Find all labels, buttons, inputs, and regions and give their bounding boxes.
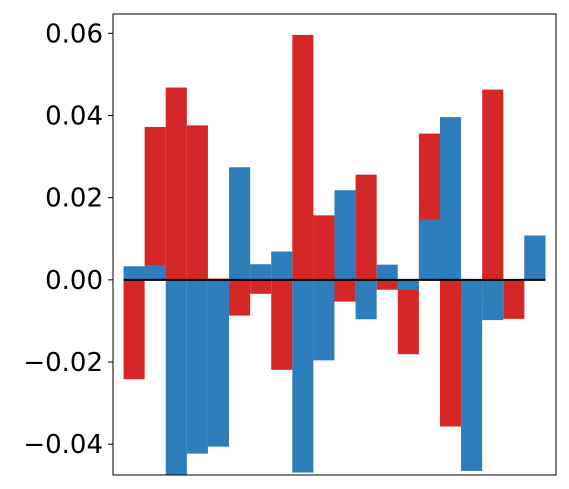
bar-series-1-18 (503, 279, 525, 319)
y-tick-label: −0.04 (23, 430, 103, 460)
bar-series-2-8 (292, 279, 314, 473)
bar-series-1-1 (144, 126, 166, 280)
bar-series-1-17 (482, 89, 504, 280)
bar-series-2-15 (439, 117, 462, 280)
bars-group (123, 34, 546, 475)
y-tick-label: −0.02 (23, 348, 103, 378)
bar-series-1-8 (292, 34, 314, 280)
bar-series-1-9 (313, 215, 335, 280)
axes-frame (112, 13, 557, 476)
bar-series-2-4 (207, 279, 230, 447)
bar-series-2-3 (186, 279, 208, 454)
bar-series-1-7 (271, 279, 293, 370)
y-axis-ticks: −0.04 −0.02 0.00 0.02 0.04 0.06 (23, 19, 113, 460)
y-tick-label: 0.02 (45, 184, 103, 214)
y-tick-label: 0.00 (45, 266, 103, 296)
bar-series-2-9 (313, 279, 335, 361)
bar-series-2-19 (524, 235, 546, 280)
bar-series-2-5 (229, 167, 251, 280)
bar-series-1-3 (186, 125, 208, 280)
bar-series-2-17 (482, 279, 504, 321)
bar-series-1-10 (334, 279, 356, 302)
bar-series-1-11 (355, 174, 377, 280)
bar-series-2-1 (144, 265, 166, 280)
bar-series-1-5 (229, 279, 251, 316)
bar-series-2-16 (461, 279, 483, 471)
bar-series-2-14 (418, 219, 440, 280)
y-tick-label: 0.04 (45, 101, 103, 131)
bar-series-2-13 (397, 279, 419, 290)
bar-series-1-2 (165, 87, 187, 280)
bar-series-2-2 (165, 279, 187, 475)
bar-series-1-13 (397, 279, 419, 355)
bar-series-2-11 (355, 279, 377, 320)
bar-series-1-6 (250, 279, 272, 294)
bar-series-1-15 (439, 279, 462, 427)
bar-series-2-7 (271, 251, 293, 280)
bar-series-2-10 (334, 190, 356, 280)
bar-series-2-12 (376, 264, 398, 280)
bar-series-1-0 (123, 279, 145, 380)
y-tick-label: 0.06 (45, 19, 103, 49)
bar-series-1-12 (376, 279, 398, 290)
bar-series-2-6 (250, 264, 272, 280)
bar-series-2-0 (123, 266, 145, 280)
